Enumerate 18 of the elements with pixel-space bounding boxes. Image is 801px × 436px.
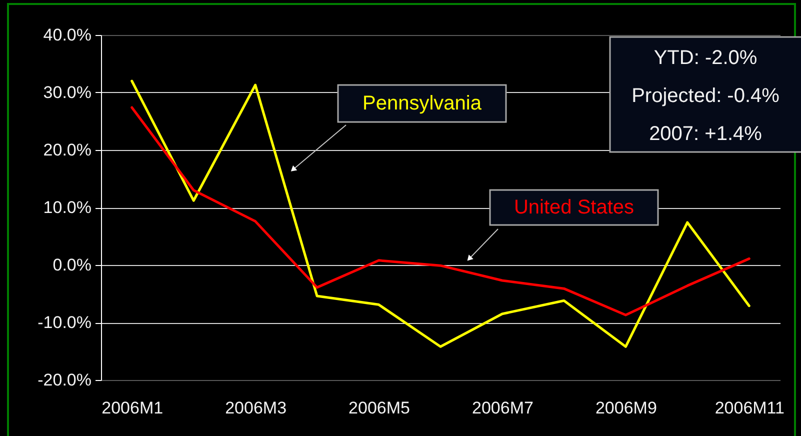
annotation: 2007: +1.4% <box>649 123 762 145</box>
x-tick-label: 2006M11 <box>714 398 784 418</box>
x-tick-label: 2006M9 <box>595 398 657 418</box>
annotation: YTD: -2.0% <box>654 47 758 69</box>
x-tick-label: 2006M3 <box>225 398 287 418</box>
x-tick-label: 2006M5 <box>348 398 410 418</box>
y-tick-label: 0.0% <box>52 256 92 274</box>
annotation: Projected: -0.4% <box>632 85 780 107</box>
x-tick-label: 2006M7 <box>472 398 534 418</box>
y-tick-label: 40.0% <box>43 26 92 44</box>
y-tick-label: 20.0% <box>43 140 92 160</box>
text: Pennsylvania <box>362 92 482 114</box>
x-tick-label: 2006M1 <box>102 398 164 418</box>
y-tick-label: 10.0% <box>43 198 92 217</box>
y-tick-label: -20.0% <box>38 370 92 390</box>
y-tick-label: 30.0% <box>43 83 92 102</box>
text: United States <box>514 196 634 218</box>
y-tick-label: -10.0% <box>38 313 92 332</box>
